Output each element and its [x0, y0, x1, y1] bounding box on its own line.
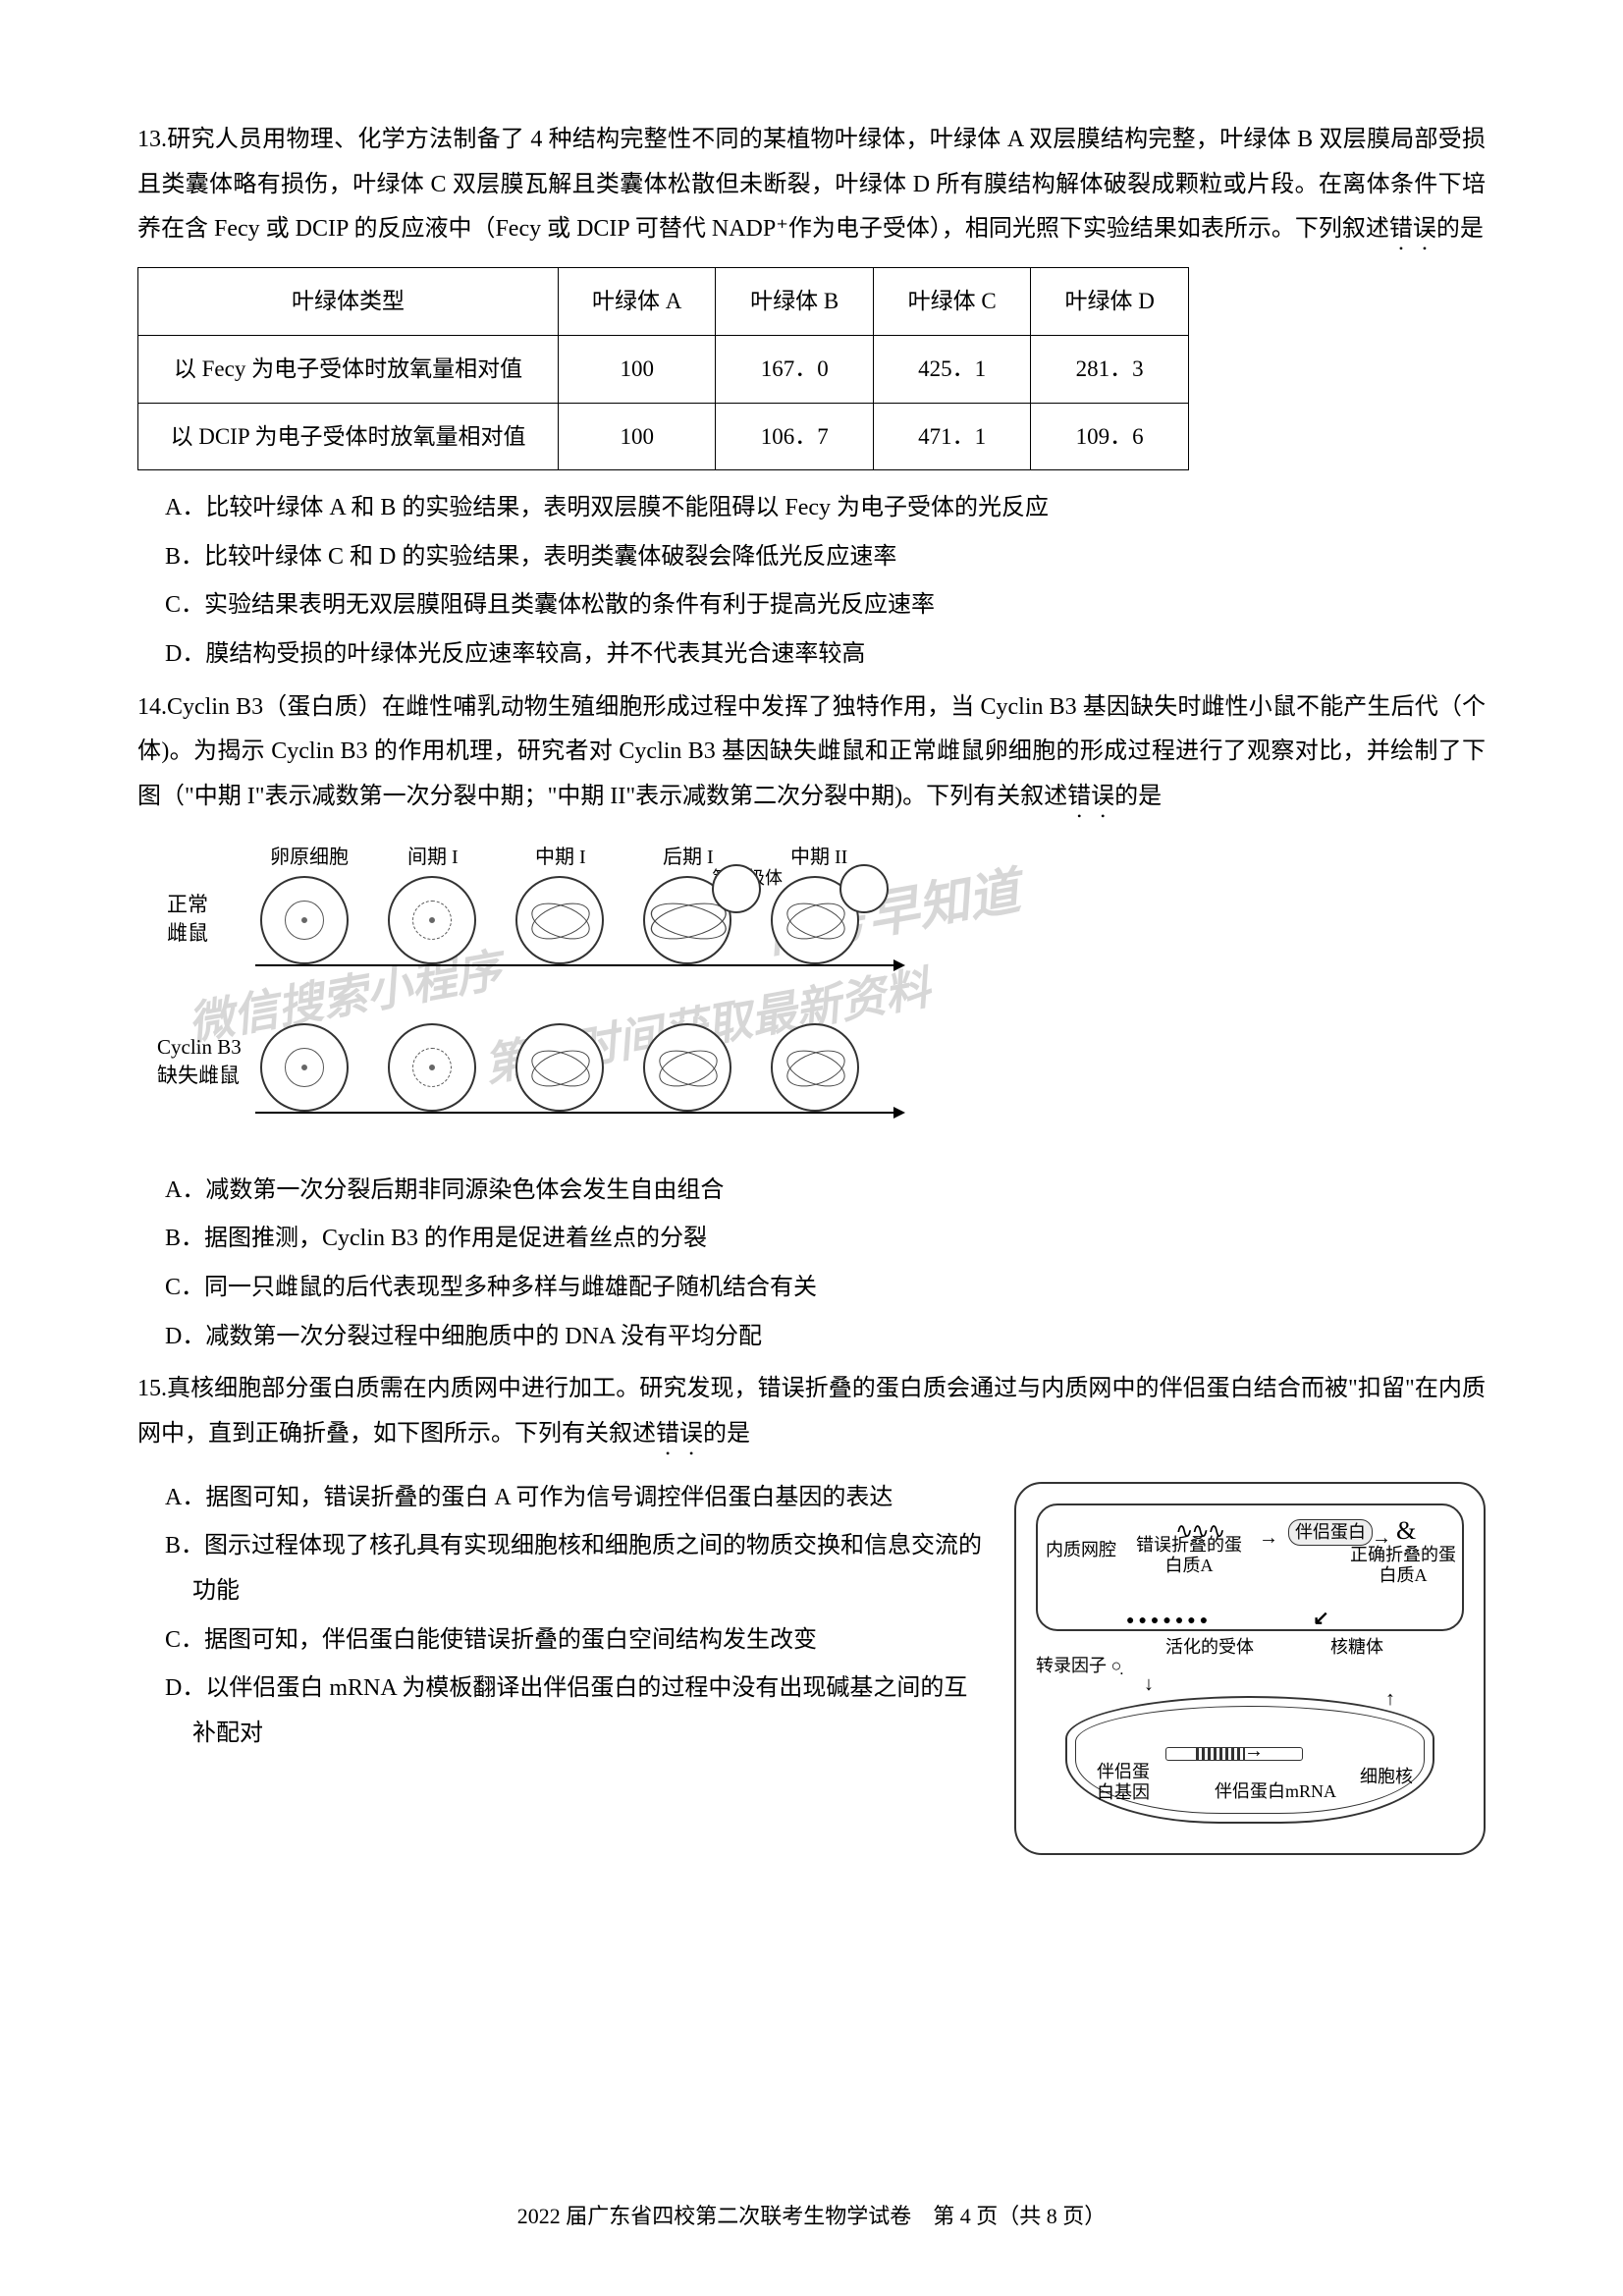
q13-option-d: D．膜结构受损的叶绿体光反应速率较高，并不代表其光合速率较高: [165, 632, 1486, 678]
cell-icon: [643, 1023, 731, 1112]
row-label-normal: 正常雌鼠: [167, 891, 208, 949]
q14-option-d: D．减数第一次分裂过程中细胞质中的 DNA 没有平均分配: [165, 1315, 1486, 1360]
cell: 以 Fecy 为电子受体时放氧量相对值: [138, 335, 559, 403]
q13-option-a: A．比较叶绿体 A 和 B 的实验结果，表明双层膜不能阻碍以 Fecy 为电子受…: [165, 486, 1486, 531]
cell-icon: [515, 1023, 604, 1112]
q14-emph: 错误: [1067, 784, 1114, 809]
cell: 425．1: [873, 335, 1030, 403]
q14-diagram: 微信搜索小程序 第一时间获取最新资料 高考早知道 卵原细胞 间期 I 中期 I …: [137, 837, 1486, 1151]
q13-option-c: C．实验结果表明无双层膜阻碍且类囊体松散的条件有利于提高光反应速率: [165, 583, 1486, 629]
arrow-icon: [255, 964, 903, 966]
gene-icon: [1165, 1747, 1303, 1761]
cell-icon: [515, 876, 604, 964]
q13-body: 13.研究人员用物理、化学方法制备了 4 种结构完整性不同的某植物叶绿体，叶绿体…: [137, 127, 1486, 242]
cell: 471．1: [873, 403, 1030, 470]
cell: 100: [558, 403, 715, 470]
q13-tail: 的是: [1436, 216, 1484, 242]
er-label: 内质网腔: [1046, 1540, 1116, 1561]
cell-icon: [388, 876, 476, 964]
q15-body: 15.真核细胞部分蛋白质需在内质网中进行加工。研究发现，错误折叠的蛋白质会通过与…: [137, 1376, 1486, 1447]
cell-icon: [771, 1023, 859, 1112]
gene-label: 伴侣蛋白基因: [1097, 1762, 1150, 1804]
q15-option-d: D．以伴侣蛋白 mRNA 为模板翻译出伴侣蛋白的过程中没有出现碱基之间的互补配对: [165, 1667, 985, 1756]
arrow-icon: ↑: [1385, 1680, 1395, 1718]
stage-label: 中期 I: [535, 839, 586, 876]
cell: 100: [558, 335, 715, 403]
q15-container: A．据图可知，错误折叠的蛋白 A 可作为信号调控伴侣蛋白基因的表达 B．图示过程…: [137, 1472, 1486, 1855]
th-b: 叶绿体 B: [716, 268, 873, 336]
q15-diagram: 内质网腔 ∿∿∿ 错误折叠的蛋白质A 伴侣蛋白 → → & 正确折叠的蛋白质A …: [1014, 1482, 1486, 1855]
q15-option-c: C．据图可知，伴侣蛋白能使错误折叠的蛋白空间结构发生改变: [165, 1618, 985, 1664]
misfolded-label: 错误折叠的蛋白质A: [1136, 1535, 1242, 1577]
q15-tail: 的是: [703, 1421, 750, 1447]
nucleus-icon: 伴侣蛋白基因 → 伴侣蛋白mRNA 细胞核: [1065, 1696, 1434, 1824]
q13-option-b: B．比较叶绿体 C 和 D 的实验结果，表明类囊体破裂会降低光反应速率: [165, 535, 1486, 580]
q14-option-b: B．据图推测，Cyclin B3 的作用是促进着丝点的分裂: [165, 1217, 1486, 1262]
stage-label: 卵原细胞: [270, 839, 349, 876]
table-row: 以 Fecy 为电子受体时放氧量相对值 100 167．0 425．1 281．…: [138, 335, 1189, 403]
q15-option-a: A．据图可知，错误折叠的蛋白 A 可作为信号调控伴侣蛋白基因的表达: [165, 1476, 985, 1521]
cell: 281．3: [1031, 335, 1189, 403]
q14-tail: 的是: [1114, 784, 1162, 809]
polar-body-icon: [712, 864, 761, 913]
q14-option-c: C．同一只雌鼠的后代表现型多种多样与雌雄配子随机结合有关: [165, 1266, 1486, 1311]
table-row: 以 DCIP 为电子受体时放氧量相对值 100 106．7 471．1 109．…: [138, 403, 1189, 470]
cell-icon: [388, 1023, 476, 1112]
mrna-label: 伴侣蛋白mRNA: [1215, 1781, 1336, 1803]
q13-text: 13.研究人员用物理、化学方法制备了 4 种结构完整性不同的某植物叶绿体，叶绿体…: [137, 118, 1486, 255]
arrow-icon: ↓: [1144, 1666, 1154, 1703]
knot-icon: &: [1396, 1515, 1416, 1546]
q13-emph: 错误: [1389, 216, 1436, 242]
th-a: 叶绿体 A: [558, 268, 715, 336]
cell-icon: [260, 1023, 349, 1112]
row-label-ko: Cyclin B3缺失雌鼠: [157, 1033, 242, 1091]
th-c: 叶绿体 C: [873, 268, 1030, 336]
q15-emph: 错误: [656, 1421, 703, 1447]
nucleus-label: 细胞核: [1360, 1767, 1413, 1788]
stage-label: 间期 I: [407, 839, 459, 876]
chaperone-label: 伴侣蛋白: [1288, 1519, 1373, 1547]
cell: 167．0: [716, 335, 873, 403]
correct-label: 正确折叠的蛋白质A: [1350, 1545, 1456, 1587]
polar-body-icon: [839, 864, 889, 913]
ribosome-label: 核糖体: [1330, 1637, 1383, 1659]
arrow-icon: [255, 1112, 903, 1114]
cell: 106．7: [716, 403, 873, 470]
th-d: 叶绿体 D: [1031, 268, 1189, 336]
cell: 109．6: [1031, 403, 1189, 470]
q15-option-b: B．图示过程体现了核孔具有实现细胞核和细胞质之间的物质交换和信息交流的功能: [165, 1524, 985, 1613]
tf-label: 转录因子 ○̣: [1036, 1656, 1121, 1677]
activated-label: 活化的受体: [1165, 1637, 1254, 1659]
cell: 以 DCIP 为电子受体时放氧量相对值: [138, 403, 559, 470]
arrow-icon: →: [1259, 1519, 1278, 1557]
th-type: 叶绿体类型: [138, 268, 559, 336]
er-lumen-icon: 内质网腔 ∿∿∿ 错误折叠的蛋白质A 伴侣蛋白 → → & 正确折叠的蛋白质A …: [1036, 1503, 1464, 1631]
arrow-icon: ↙: [1313, 1600, 1329, 1637]
arrow-icon: →: [1244, 1732, 1264, 1770]
cell-icon: [260, 876, 349, 964]
q14-option-a: A．减数第一次分裂后期非同源染色体会发生自由组合: [165, 1169, 1486, 1214]
q15-text: 15.真核细胞部分蛋白质需在内质网中进行加工。研究发现，错误折叠的蛋白质会通过与…: [137, 1367, 1486, 1460]
q13-table: 叶绿体类型 叶绿体 A 叶绿体 B 叶绿体 C 叶绿体 D 以 Fecy 为电子…: [137, 267, 1189, 470]
page-footer: 2022 届广东省四校第二次联考生物学试卷 第 4 页（共 8 页）: [0, 2196, 1623, 2237]
stage-label: 后期 I: [663, 839, 714, 876]
q14-body: 14.Cyclin B3（蛋白质）在雌性哺乳动物生殖细胞形成过程中发挥了独特作用…: [137, 694, 1486, 809]
table-row: 叶绿体类型 叶绿体 A 叶绿体 B 叶绿体 C 叶绿体 D: [138, 268, 1189, 336]
ribosome-icon: ●●●●●●●: [1126, 1609, 1212, 1635]
q14-text: 14.Cyclin B3（蛋白质）在雌性哺乳动物生殖细胞形成过程中发挥了独特作用…: [137, 685, 1486, 823]
stage-label: 中期 II: [790, 839, 847, 876]
